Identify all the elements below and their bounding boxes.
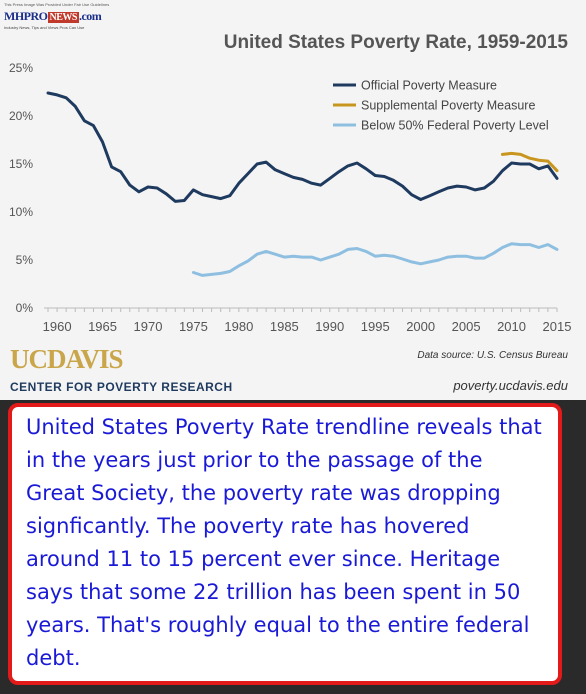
caption-box: United States Poverty Rate trendline rev…	[8, 403, 562, 685]
x-tick-label: 1990	[315, 319, 344, 334]
chart-panel: This Press Image Was Provided Under Fair…	[0, 0, 586, 400]
x-tick-label: 1965	[88, 319, 117, 334]
ucdavis-url[interactable]: poverty.ucdavis.edu	[453, 378, 568, 393]
chart-title: United States Poverty Rate, 1959-2015	[223, 32, 568, 53]
y-tick-label: 5%	[16, 253, 34, 267]
x-tick-label: 2015	[543, 319, 572, 334]
y-tick-label: 15%	[9, 157, 33, 171]
logo-brand: MHPRO NEWS .com	[4, 9, 102, 23]
series-line-3	[191, 242, 559, 277]
logo-brand-news: NEWS	[47, 12, 79, 23]
x-tick-label: 1980	[224, 319, 253, 334]
y-tick-label: 25%	[9, 61, 33, 75]
ucdavis-logo: UCDAVIS	[10, 344, 124, 374]
x-tick-label: 1985	[270, 319, 299, 334]
logo-brand-suffix: .com	[78, 9, 102, 23]
logo-small-text: This Press Image Was Provided Under Fair…	[4, 2, 110, 7]
x-tick-label: 1975	[179, 319, 208, 334]
y-tick-label: 0%	[16, 301, 34, 315]
series-line-2	[501, 151, 559, 173]
logo-brand-mh: MHPRO	[4, 9, 48, 23]
series-line-1	[46, 91, 559, 203]
caption-text: United States Poverty Rate trendline rev…	[26, 415, 542, 670]
x-tick-label: 2005	[452, 319, 481, 334]
x-tick-label: 1995	[361, 319, 390, 334]
legend-label: Below 50% Federal Poverty Level	[361, 119, 549, 133]
data-source: Data source: U.S. Census Bureau	[417, 350, 568, 361]
legend-label: Official Poverty Measure	[361, 79, 497, 93]
x-tick-label: 1960	[43, 319, 72, 334]
logo-tagline: Industry News, Tips and Views Pros Can U…	[4, 25, 85, 30]
x-tick-label: 1970	[134, 319, 163, 334]
x-tick-label: 2010	[497, 319, 526, 334]
legend-label: Supplemental Poverty Measure	[361, 99, 535, 113]
y-tick-label: 20%	[9, 109, 33, 123]
ucdavis-center-name: CENTER FOR POVERTY RESEARCH	[10, 380, 233, 394]
y-tick-label: 10%	[9, 205, 33, 219]
x-tick-label: 2000	[406, 319, 435, 334]
mhpronews-logo: This Press Image Was Provided Under Fair…	[4, 2, 114, 32]
poverty-rate-chart: 0% 5% 10% 15% 20% 25% 1960 1965 1970 1975 1980 1985…	[9, 61, 572, 334]
